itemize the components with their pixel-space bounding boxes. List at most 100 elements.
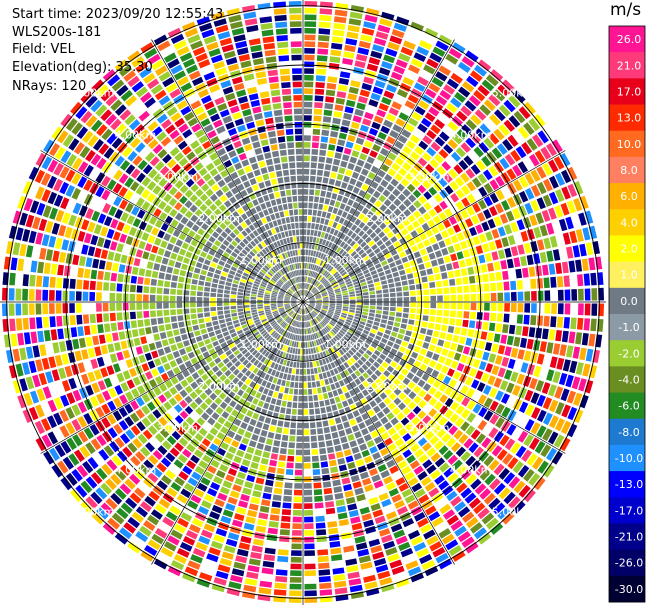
velocity-gate: [136, 285, 143, 293]
velocity-gate: [297, 422, 303, 429]
velocity-gate: [179, 269, 187, 277]
velocity-gate: [249, 260, 256, 267]
velocity-gate: [394, 140, 404, 150]
velocity-gate: [493, 482, 506, 495]
velocity-gate: [349, 357, 356, 364]
velocity-gate: [407, 214, 416, 223]
velocity-gate: [15, 363, 24, 377]
velocity-gate: [119, 199, 128, 210]
velocity-gate: [330, 259, 336, 266]
velocity-gate: [397, 134, 408, 144]
velocity-gate: [222, 480, 233, 489]
velocity-gate: [219, 222, 227, 230]
velocity-gate: [132, 238, 140, 248]
velocity-gate: [215, 226, 223, 234]
velocity-gate: [244, 452, 253, 461]
velocity-gate: [361, 285, 368, 290]
velocity-gate: [310, 422, 316, 429]
velocity-gate: [341, 64, 352, 72]
velocity-gate: [280, 288, 286, 292]
velocity-gate: [82, 130, 94, 143]
velocity-gate: [210, 193, 218, 202]
velocity-gate: [466, 412, 476, 423]
velocity-gate: [213, 273, 220, 279]
velocity-gate: [140, 550, 154, 562]
velocity-gate: [308, 321, 311, 327]
velocity-gate: [330, 425, 337, 432]
velocity-gate: [483, 196, 493, 207]
velocity-gate: [430, 309, 436, 316]
velocity-gate: [412, 189, 422, 199]
velocity-gate: [513, 480, 526, 494]
velocity-gate: [288, 318, 292, 324]
velocity-gate: [171, 322, 179, 329]
velocity-gate: [169, 447, 180, 457]
velocity-gate: [326, 385, 332, 392]
velocity-gate: [264, 265, 270, 271]
velocity-gate: [373, 339, 380, 345]
velocity-gate: [90, 153, 102, 166]
velocity-gate: [309, 236, 313, 243]
velocity-gate: [277, 302, 283, 304]
velocity-gate: [452, 550, 466, 562]
velocity-gate: [383, 397, 392, 405]
velocity-gate: [386, 273, 393, 279]
velocity-gate: [334, 343, 340, 350]
velocity-gate: [395, 364, 403, 372]
velocity-gate: [391, 29, 405, 39]
velocity-gate: [103, 147, 115, 159]
velocity-gate: [130, 412, 140, 423]
velocity-gate: [359, 335, 366, 342]
velocity-gate: [247, 509, 258, 518]
velocity-gate: [417, 410, 427, 420]
velocity-gate: [349, 468, 358, 476]
velocity-gate: [308, 355, 312, 361]
velocity-gate: [398, 203, 407, 212]
velocity-gate: [344, 106, 354, 114]
velocity-gate: [303, 349, 306, 355]
velocity-gate: [375, 387, 383, 395]
velocity-gate: [203, 173, 212, 182]
velocity-gate: [423, 302, 430, 308]
velocity-gate: [237, 364, 245, 371]
velocity-gate: [489, 192, 499, 204]
velocity-gate: [223, 378, 231, 386]
velocity-gate: [83, 427, 94, 440]
velocity-gate: [450, 520, 463, 532]
velocity-gate: [179, 348, 187, 356]
velocity-gate: [546, 222, 555, 235]
velocity-gate: [377, 24, 391, 34]
velocity-gate: [332, 567, 345, 575]
velocity-gate: [353, 266, 360, 272]
velocity-gate: [425, 505, 437, 516]
velocity-gate: [334, 215, 341, 223]
velocity-gate: [211, 316, 218, 321]
velocity-gate: [271, 321, 277, 327]
velocity-gate: [72, 338, 80, 350]
velocity-gate: [386, 231, 394, 239]
velocity-gate: [168, 197, 178, 207]
velocity-gate: [260, 372, 266, 379]
velocity-gate: [229, 365, 237, 372]
velocity-gate: [187, 477, 198, 487]
velocity-gate: [182, 536, 196, 546]
velocity-gate: [237, 295, 243, 299]
velocity-gate: [6, 241, 14, 255]
velocity-gate: [156, 113, 168, 124]
velocity-gate: [316, 68, 327, 75]
velocity-gate: [223, 302, 230, 306]
velocity-gate: [510, 347, 519, 358]
velocity-gate: [380, 125, 390, 134]
velocity-gate: [336, 303, 342, 306]
velocity-gate: [285, 408, 292, 415]
velocity-gate: [312, 279, 316, 285]
velocity-gate: [571, 303, 578, 315]
velocity-gate: [109, 353, 118, 363]
velocity-gate: [336, 246, 342, 253]
velocity-gate: [64, 365, 73, 378]
velocity-gate: [335, 275, 342, 280]
velocity-gate: [258, 386, 265, 393]
velocity-gate: [495, 403, 505, 415]
velocity-gate: [61, 353, 70, 365]
velocity-gate: [501, 393, 510, 404]
